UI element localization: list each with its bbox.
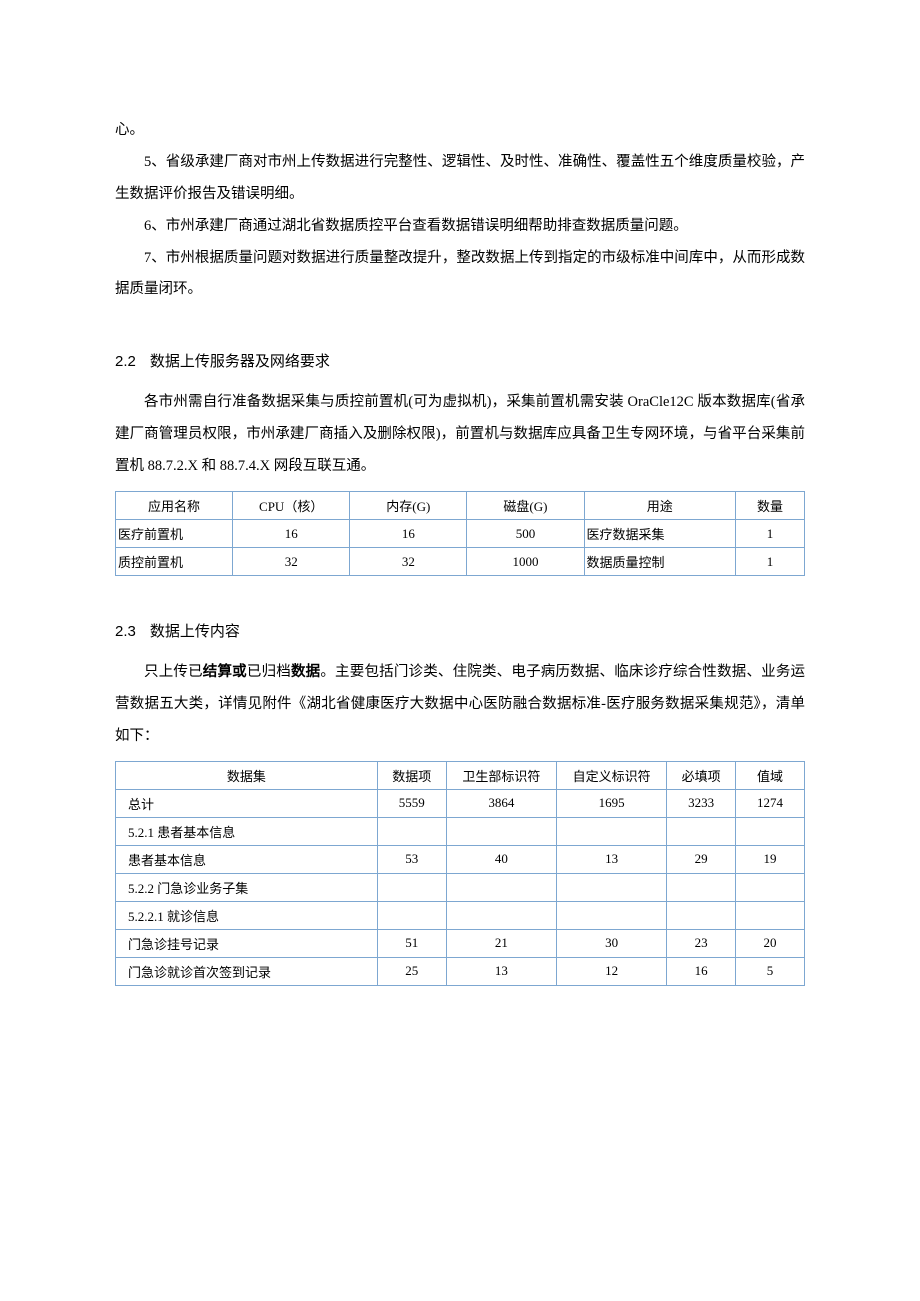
- table-cell: 12: [556, 957, 666, 985]
- table-cell: 16: [667, 957, 736, 985]
- table-cell: 40: [446, 845, 556, 873]
- table-cell: 总计: [116, 789, 378, 817]
- table-cell: [446, 901, 556, 929]
- table-row: 5.2.2.1 就诊信息: [116, 901, 805, 929]
- table-header: 用途: [584, 492, 736, 520]
- table-cell: [667, 901, 736, 929]
- table-cell: 13: [556, 845, 666, 873]
- table-cell: 20: [736, 929, 805, 957]
- table-cell: 门急诊挂号记录: [116, 929, 378, 957]
- document-page: 心。 5、省级承建厂商对市州上传数据进行完整性、逻辑性、及时性、准确性、覆盖性五…: [0, 0, 920, 1301]
- heading-title: 数据上传服务器及网络要求: [150, 353, 330, 370]
- table-cell: [667, 817, 736, 845]
- table-cell: 19: [736, 845, 805, 873]
- table-cell: 1000: [467, 548, 584, 576]
- table-header: 内存(G): [350, 492, 467, 520]
- text-run: 已归档: [247, 664, 291, 680]
- table-cell: 16: [233, 520, 350, 548]
- table-cell: 3864: [446, 789, 556, 817]
- table-cell: 51: [377, 929, 446, 957]
- table-cell: 1: [736, 520, 805, 548]
- table-cell: 23: [667, 929, 736, 957]
- table-row: 5.2.1 患者基本信息: [116, 817, 805, 845]
- table-cell: [446, 873, 556, 901]
- table-cell: 1695: [556, 789, 666, 817]
- table-cell: [736, 901, 805, 929]
- table-cell: [446, 817, 556, 845]
- table-body: 总计555938641695323312745.2.1 患者基本信息患者基本信息…: [116, 789, 805, 985]
- table-header: 应用名称: [116, 492, 233, 520]
- table-cell: 32: [233, 548, 350, 576]
- table-row: 门急诊挂号记录5121302320: [116, 929, 805, 957]
- section-heading-2-3: 2.3 数据上传内容: [115, 620, 805, 641]
- table-header: 自定义标识符: [556, 761, 666, 789]
- table-cell: [377, 901, 446, 929]
- table-cell: 1274: [736, 789, 805, 817]
- table-header-row: 数据集 数据项 卫生部标识符 自定义标识符 必填项 值域: [116, 761, 805, 789]
- table-cell: 5: [736, 957, 805, 985]
- table-cell: 30: [556, 929, 666, 957]
- paragraph: 5、省级承建厂商对市州上传数据进行完整性、逻辑性、及时性、准确性、覆盖性五个维度…: [115, 147, 805, 211]
- server-requirements-table: 应用名称 CPU（核） 内存(G) 磁盘(G) 用途 数量 医疗前置机16165…: [115, 491, 805, 576]
- dataset-table: 数据集 数据项 卫生部标识符 自定义标识符 必填项 值域 总计555938641…: [115, 761, 805, 986]
- table-row: 患者基本信息5340132919: [116, 845, 805, 873]
- table-cell: 5.2.1 患者基本信息: [116, 817, 378, 845]
- text-run: 只上传已: [144, 664, 203, 680]
- table-header-row: 应用名称 CPU（核） 内存(G) 磁盘(G) 用途 数量: [116, 492, 805, 520]
- table-cell: 5.2.2 门急诊业务子集: [116, 873, 378, 901]
- table-cell: 5559: [377, 789, 446, 817]
- table-row: 5.2.2 门急诊业务子集: [116, 873, 805, 901]
- table-row: 医疗前置机1616500医疗数据采集1: [116, 520, 805, 548]
- table-cell: 53: [377, 845, 446, 873]
- paragraph: 7、市州根据质量问题对数据进行质量整改提升，整改数据上传到指定的市级标准中间库中…: [115, 243, 805, 307]
- table-cell: 32: [350, 548, 467, 576]
- table-cell: 500: [467, 520, 584, 548]
- table-cell: 13: [446, 957, 556, 985]
- section-heading-2-2: 2.2 数据上传服务器及网络要求: [115, 350, 805, 371]
- table-header: 数据集: [116, 761, 378, 789]
- paragraph: 只上传已结算或已归档数据。主要包括门诊类、住院类、电子病历数据、临床诊疗综合性数…: [115, 657, 805, 753]
- table-cell: 16: [350, 520, 467, 548]
- table-cell: 医疗前置机: [116, 520, 233, 548]
- table-header: 值域: [736, 761, 805, 789]
- table-cell: [736, 873, 805, 901]
- table-cell: [377, 817, 446, 845]
- paragraph: 心。: [115, 115, 805, 147]
- table-header: 数据项: [377, 761, 446, 789]
- table-cell: 门急诊就诊首次签到记录: [116, 957, 378, 985]
- table-cell: 患者基本信息: [116, 845, 378, 873]
- table-cell: 21: [446, 929, 556, 957]
- table-cell: 29: [667, 845, 736, 873]
- table-cell: 医疗数据采集: [584, 520, 736, 548]
- table-cell: 质控前置机: [116, 548, 233, 576]
- table-cell: 3233: [667, 789, 736, 817]
- table-cell: [736, 817, 805, 845]
- table-body: 医疗前置机1616500医疗数据采集1质控前置机32321000数据质量控制1: [116, 520, 805, 576]
- table-cell: [556, 901, 666, 929]
- table-row: 总计55593864169532331274: [116, 789, 805, 817]
- paragraph: 6、市州承建厂商通过湖北省数据质控平台查看数据错误明细帮助排查数据质量问题。: [115, 211, 805, 243]
- table-header: 磁盘(G): [467, 492, 584, 520]
- table-header: 卫生部标识符: [446, 761, 556, 789]
- text-run-bold: 结算或: [203, 664, 247, 680]
- table-cell: 数据质量控制: [584, 548, 736, 576]
- table-cell: [377, 873, 446, 901]
- table-cell: 1: [736, 548, 805, 576]
- table-header: 必填项: [667, 761, 736, 789]
- table-cell: [556, 873, 666, 901]
- paragraph: 各市州需自行准备数据采集与质控前置机(可为虚拟机)，采集前置机需安装 OraCl…: [115, 387, 805, 483]
- table-cell: [667, 873, 736, 901]
- table-cell: [556, 817, 666, 845]
- table-row: 质控前置机32321000数据质量控制1: [116, 548, 805, 576]
- heading-number: 2.3: [115, 623, 136, 640]
- heading-number: 2.2: [115, 353, 136, 370]
- table-cell: 5.2.2.1 就诊信息: [116, 901, 378, 929]
- table-header: 数量: [736, 492, 805, 520]
- table-row: 门急诊就诊首次签到记录251312165: [116, 957, 805, 985]
- heading-title: 数据上传内容: [150, 623, 240, 640]
- table-header: CPU（核）: [233, 492, 350, 520]
- text-run-bold: 数据: [291, 664, 320, 680]
- table-cell: 25: [377, 957, 446, 985]
